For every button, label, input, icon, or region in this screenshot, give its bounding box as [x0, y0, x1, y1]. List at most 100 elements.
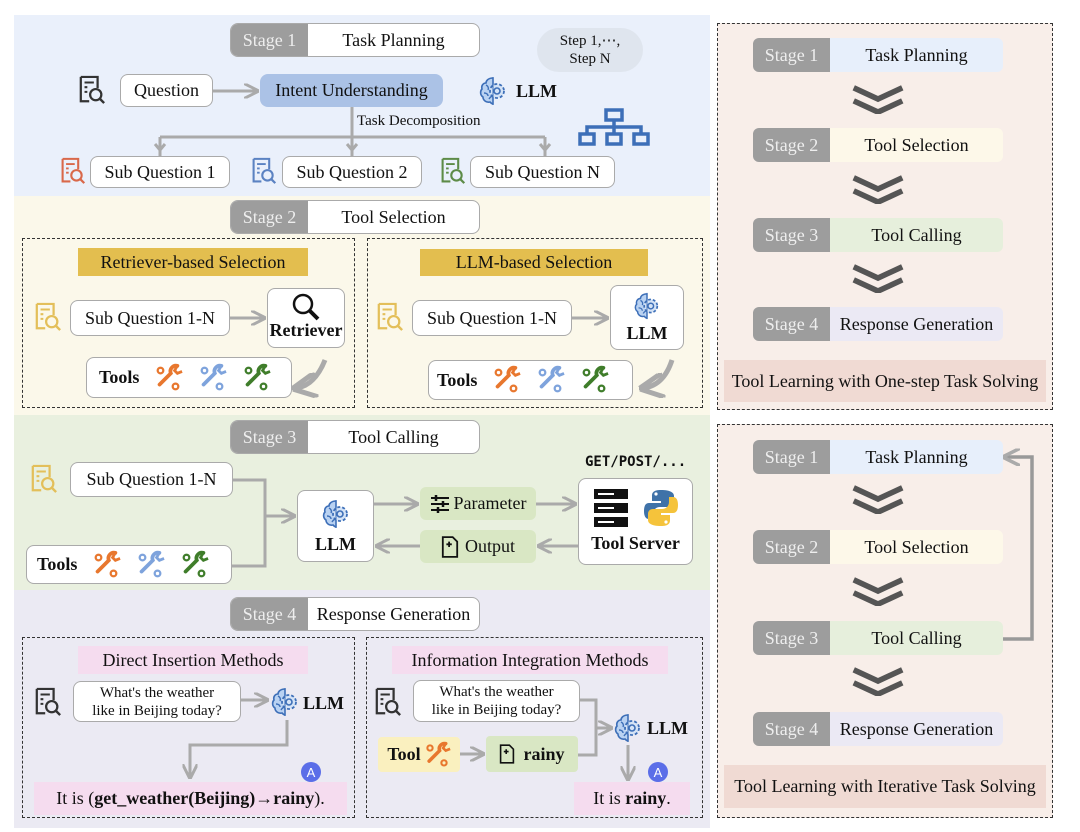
tools-box: Tools: [26, 545, 232, 584]
brain-icon: [320, 498, 352, 530]
brain-icon: [269, 686, 301, 718]
stage1-header: Stage 1 Task Planning: [230, 23, 480, 57]
document-search-icon: [34, 687, 62, 717]
file-icon: [441, 535, 459, 559]
file-icon: [499, 743, 515, 765]
double-chevron-down-icon: [850, 263, 906, 293]
llm-label: LLM: [314, 533, 356, 554]
one-step-stage-4: Stage 4 Response Generation: [753, 307, 1003, 341]
llm-label: LLM: [516, 80, 558, 101]
double-chevron-down-icon: [850, 666, 906, 696]
question-line1: What's the weather: [99, 684, 215, 701]
sub-question-box: Sub Question 1-N: [70, 462, 233, 497]
brain-icon: [477, 75, 509, 107]
llm-label: LLM: [303, 692, 345, 713]
assistant-avatar-icon: A: [648, 762, 668, 782]
python-icon: [643, 490, 678, 526]
stage-number: Stage 3: [231, 421, 308, 453]
rainy-box: rainy: [486, 736, 578, 772]
stage-title: Tool Calling: [348, 426, 439, 447]
double-chevron-down-icon: [850, 576, 906, 606]
stage-title: Task Planning: [830, 440, 1003, 474]
stage-number: Stage 3: [753, 621, 830, 655]
wrench-blue-icon: [135, 550, 165, 580]
question-line2: like in Beijing today?: [431, 702, 562, 718]
wrench-orange-icon: [423, 741, 451, 769]
retriever-box: Retriever: [267, 288, 345, 348]
llm-box: LLM: [610, 285, 684, 350]
magnifier-icon: [292, 293, 320, 321]
wrench-green-icon: [179, 550, 209, 580]
stage4-header: Stage 4 Response Generation: [230, 597, 480, 631]
answer-text: It is: [593, 788, 626, 808]
tool-server-box: Tool Server: [578, 478, 693, 565]
stage-number: Stage 1: [231, 24, 308, 56]
document-search-icon: [440, 157, 466, 185]
stage-title: Tool Selection: [830, 530, 1003, 564]
sub-question-box: Sub Question 1: [90, 156, 230, 188]
hierarchy-icon: [578, 108, 650, 146]
iterative-stage-2: Stage 2 Tool Selection: [753, 530, 1003, 564]
answer-text: .: [666, 788, 671, 808]
tools-box: Tools: [86, 357, 292, 398]
retriever-selection-label: Retriever-based Selection: [78, 248, 308, 276]
parameter-box: Parameter: [420, 487, 536, 520]
parameter-label: Parameter: [453, 493, 527, 513]
http-methods-label: GET/POST/...: [585, 454, 687, 470]
output-box: Output: [420, 530, 536, 563]
task-decomposition-label: Task Decomposition: [357, 112, 481, 129]
wrench-blue-icon: [197, 363, 227, 393]
tool-label: Tool: [387, 744, 421, 764]
answer-text: It is (: [56, 788, 95, 808]
document-search-icon: [251, 157, 277, 185]
question-box: What's the weather like in Beijing today?: [413, 680, 580, 722]
server-icon: [593, 489, 628, 527]
double-chevron-down-icon: [850, 174, 906, 204]
question-box: Question: [120, 74, 213, 107]
one-step-stage-2: Stage 2 Tool Selection: [753, 128, 1003, 162]
tools-label: Tools: [99, 367, 140, 387]
sub-question-box: Sub Question 1-N: [70, 300, 230, 336]
stage-title: Task Planning: [830, 38, 1003, 72]
wrench-blue-icon: [535, 365, 565, 395]
tool-box: Tool: [378, 737, 460, 772]
retriever-selection-group: [22, 238, 355, 408]
stage-number: Stage 4: [231, 598, 308, 630]
retriever-label: Retriever: [269, 320, 343, 340]
double-chevron-down-icon: [850, 484, 906, 514]
stage-title: Tool Selection: [830, 128, 1003, 162]
stage-title: Tool Selection: [341, 206, 446, 227]
llm-label: LLM: [647, 717, 689, 738]
stage-number: Stage 1: [753, 38, 830, 72]
stage-number: Stage 2: [231, 201, 308, 233]
assistant-avatar-icon: A: [301, 762, 321, 782]
stage-number: Stage 2: [753, 128, 830, 162]
document-search-icon: [78, 75, 106, 105]
rainy-label: rainy: [523, 743, 565, 764]
answer-bold-text: rainy: [625, 788, 667, 808]
stage-title: Task Planning: [342, 29, 445, 50]
stage-number: Stage 4: [753, 712, 830, 746]
output-label: Output: [464, 536, 515, 556]
one-step-stage-1: Stage 1 Task Planning: [753, 38, 1003, 72]
stage-number: Stage 3: [753, 218, 830, 252]
document-search-icon: [34, 302, 62, 332]
stage3-header: Stage 3 Tool Calling: [230, 420, 480, 454]
tools-box: Tools: [428, 360, 633, 400]
one-step-panel: [717, 23, 1053, 410]
stage2-header: Stage 2 Tool Selection: [230, 200, 480, 234]
wrench-green-icon: [241, 363, 271, 393]
document-search-icon: [376, 302, 404, 332]
tools-label: Tools: [437, 369, 478, 390]
sub-question-box: Sub Question 2: [282, 156, 422, 188]
sliders-icon: [430, 494, 449, 513]
document-search-icon: [374, 687, 402, 717]
question-line2: like in Beijing today?: [92, 702, 222, 719]
direct-answer: It is (get_weather(Beijing)→rainy).: [34, 782, 347, 815]
stage-title: Response Generation: [830, 712, 1003, 746]
sub-question-box: Sub Question 1-N: [412, 300, 572, 336]
information-integration-group: [366, 637, 703, 818]
direct-insertion-group: [22, 637, 355, 818]
wrench-orange-icon: [91, 550, 121, 580]
